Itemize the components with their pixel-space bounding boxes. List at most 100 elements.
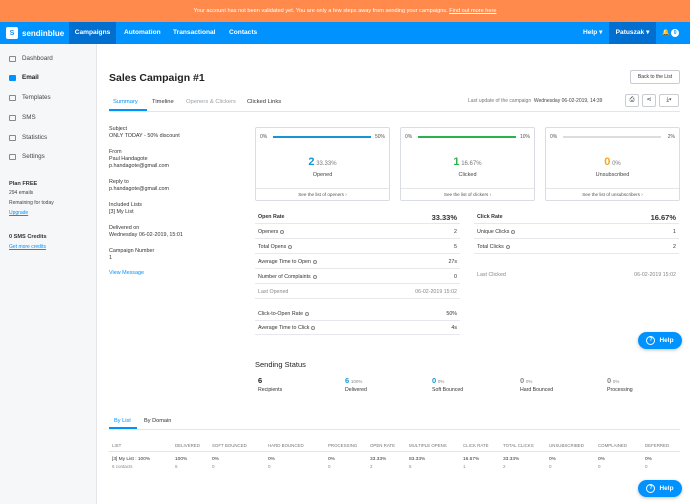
table-cell: 83.33% xyxy=(409,457,426,462)
sidebar-item-label: Statistics xyxy=(22,134,48,141)
table-cell: 0% xyxy=(598,457,605,462)
nav-contacts[interactable]: Contacts xyxy=(229,29,258,36)
click-to-open-row: Click-to-Open Rate 50% xyxy=(255,308,460,321)
back-to-list-button[interactable]: Back to the List xyxy=(630,70,680,84)
info-icon[interactable] xyxy=(511,229,516,234)
print-button[interactable]: ⎙ xyxy=(625,94,639,107)
status-value: 0 xyxy=(520,376,525,385)
unsubscribed-caption: Unsubscribed xyxy=(595,172,630,178)
view-message-link[interactable]: View Message xyxy=(109,270,144,276)
table-header: UNSUBSCRIBED xyxy=(549,443,584,448)
table-cell: 0% xyxy=(268,457,275,462)
nav-campaigns[interactable]: Campaigns xyxy=(69,22,116,44)
info-icon[interactable] xyxy=(505,244,510,249)
stat-label: Total Clicks xyxy=(477,244,504,250)
status-value: 0 xyxy=(432,376,437,385)
sidebar-item-statistics[interactable]: Statistics xyxy=(9,134,47,141)
last-clicked-value: 06-02-2019 15:02 xyxy=(634,271,676,278)
progress-fill xyxy=(273,136,371,138)
status-processing: 0 0% Processing xyxy=(607,376,633,393)
stat-label: Number of Complaints xyxy=(258,274,311,280)
progress-fill xyxy=(418,136,516,138)
table-subcell: 0 xyxy=(645,464,648,469)
table-subcell: 0 xyxy=(328,464,331,469)
nav-transactional[interactable]: Transactional xyxy=(173,29,216,36)
table-subcell: 0 xyxy=(549,464,552,469)
unsubscribers-link[interactable]: See the list of unsubscribers › xyxy=(546,188,679,200)
clicked-pct: 16.67% xyxy=(461,161,482,167)
tab-timeline[interactable]: Timeline xyxy=(152,99,174,105)
status-label: Processing xyxy=(607,387,633,393)
table-header: DEFERRED xyxy=(645,443,670,448)
nav-help-label: Help xyxy=(583,29,598,36)
tab-divider xyxy=(109,111,680,112)
sidebar: Dashboard Email Templates SMS Statistics… xyxy=(0,44,97,504)
clicked-card: 0% 10% 1 16.67% Clicked See the list of … xyxy=(400,127,535,201)
active-tab-indicator xyxy=(109,427,137,429)
share-button[interactable]: ⋖ xyxy=(642,94,656,107)
table-header: COMPLAINED xyxy=(598,443,628,448)
subject-value: ONLY TODAY - 50% discount xyxy=(109,133,180,139)
table-subcell: 0 xyxy=(268,464,271,469)
info-icon[interactable] xyxy=(311,325,316,330)
unsubscribed-pct: 0% xyxy=(612,161,621,167)
nav-help[interactable]: Help ▾ xyxy=(583,22,602,44)
sidebar-item-dashboard[interactable]: Dashboard xyxy=(9,55,53,62)
avg-time-click-row: Average Time to Click 4s xyxy=(255,322,460,335)
tab-openers-clickers[interactable]: Openers & Clickers xyxy=(186,99,236,105)
delivered-value: Wednesday 06-02-2019, 15:01 xyxy=(109,232,183,238)
bar-max: 10% xyxy=(519,134,530,140)
from-email: p.handagote@gmail.com xyxy=(109,163,170,169)
stat-label: Unique Clicks xyxy=(477,229,510,235)
sending-status-title: Sending Status xyxy=(255,360,306,369)
info-icon[interactable] xyxy=(312,259,317,264)
sidebar-item-label: SMS xyxy=(22,114,36,121)
sms-credits: 0 SMS Credits xyxy=(9,234,47,240)
info-icon[interactable] xyxy=(305,311,310,316)
status-delivered: 6 100% Delivered xyxy=(345,376,367,393)
tab-clicked-links[interactable]: Clicked Links xyxy=(247,99,282,105)
banner-link[interactable]: Find out more here xyxy=(449,8,497,14)
help-button[interactable]: ? Help xyxy=(638,480,682,497)
sidebar-item-email[interactable]: Email xyxy=(9,74,39,81)
bell-icon: 🔔 xyxy=(662,30,670,36)
stat-value: 27s xyxy=(448,259,457,265)
info-icon[interactable] xyxy=(312,274,317,279)
status-label: Recipients xyxy=(258,387,283,393)
status-label: Hard Bounced xyxy=(520,387,554,393)
tab-summary[interactable]: Summary xyxy=(113,99,138,105)
tab-by-domain[interactable]: By Domain xyxy=(144,418,172,424)
info-icon[interactable] xyxy=(288,244,293,249)
last-update-value: Wednesday 06-02-2019, 14:39 xyxy=(533,98,603,104)
get-credits-link[interactable]: Get more credits xyxy=(9,244,46,250)
upgrade-link[interactable]: Upgrade xyxy=(9,210,29,216)
tab-by-list[interactable]: By List xyxy=(114,418,131,424)
user-menu[interactable]: Patuszak ▾ xyxy=(609,22,656,44)
help-button[interactable]: ? Help xyxy=(638,332,682,349)
validation-banner: Your account has not been validated yet.… xyxy=(0,0,690,22)
notifications[interactable]: 🔔 0 xyxy=(662,22,680,44)
openers-link[interactable]: See the list of openers › xyxy=(256,188,389,200)
last-opened-value: 06-02-2019 15:02 xyxy=(415,289,457,295)
download-button[interactable]: ⤓▾ xyxy=(659,94,679,107)
table-header: TOTAL CLICKS xyxy=(503,443,534,448)
status-value: 0 xyxy=(607,376,612,385)
sidebar-item-sms[interactable]: SMS xyxy=(9,114,36,121)
table-subcell: 6 xyxy=(175,464,178,469)
table-header: PROCESSING xyxy=(328,443,358,448)
clickers-link[interactable]: See the list of clickers › xyxy=(401,188,534,200)
notification-count: 0 xyxy=(671,29,680,37)
last-clicked-label: Last Clicked xyxy=(477,271,506,278)
sidebar-item-templates[interactable]: Templates xyxy=(9,94,51,101)
info-icon[interactable] xyxy=(280,229,285,234)
status-hard-bounced: 0 0% Hard Bounced xyxy=(520,376,553,393)
sidebar-item-label: Settings xyxy=(22,153,45,160)
nav-automation[interactable]: Automation xyxy=(124,29,161,36)
question-icon: ? xyxy=(646,336,656,345)
table-header: MULTIPLE OPENS xyxy=(409,443,447,448)
sidebar-item-settings[interactable]: Settings xyxy=(9,153,45,160)
openers-link-label: See the list of openers xyxy=(298,192,344,197)
campaign-number: 1 xyxy=(109,255,112,261)
brand-logo[interactable]: S sendinblue xyxy=(6,22,64,44)
templates-icon xyxy=(9,94,16,101)
